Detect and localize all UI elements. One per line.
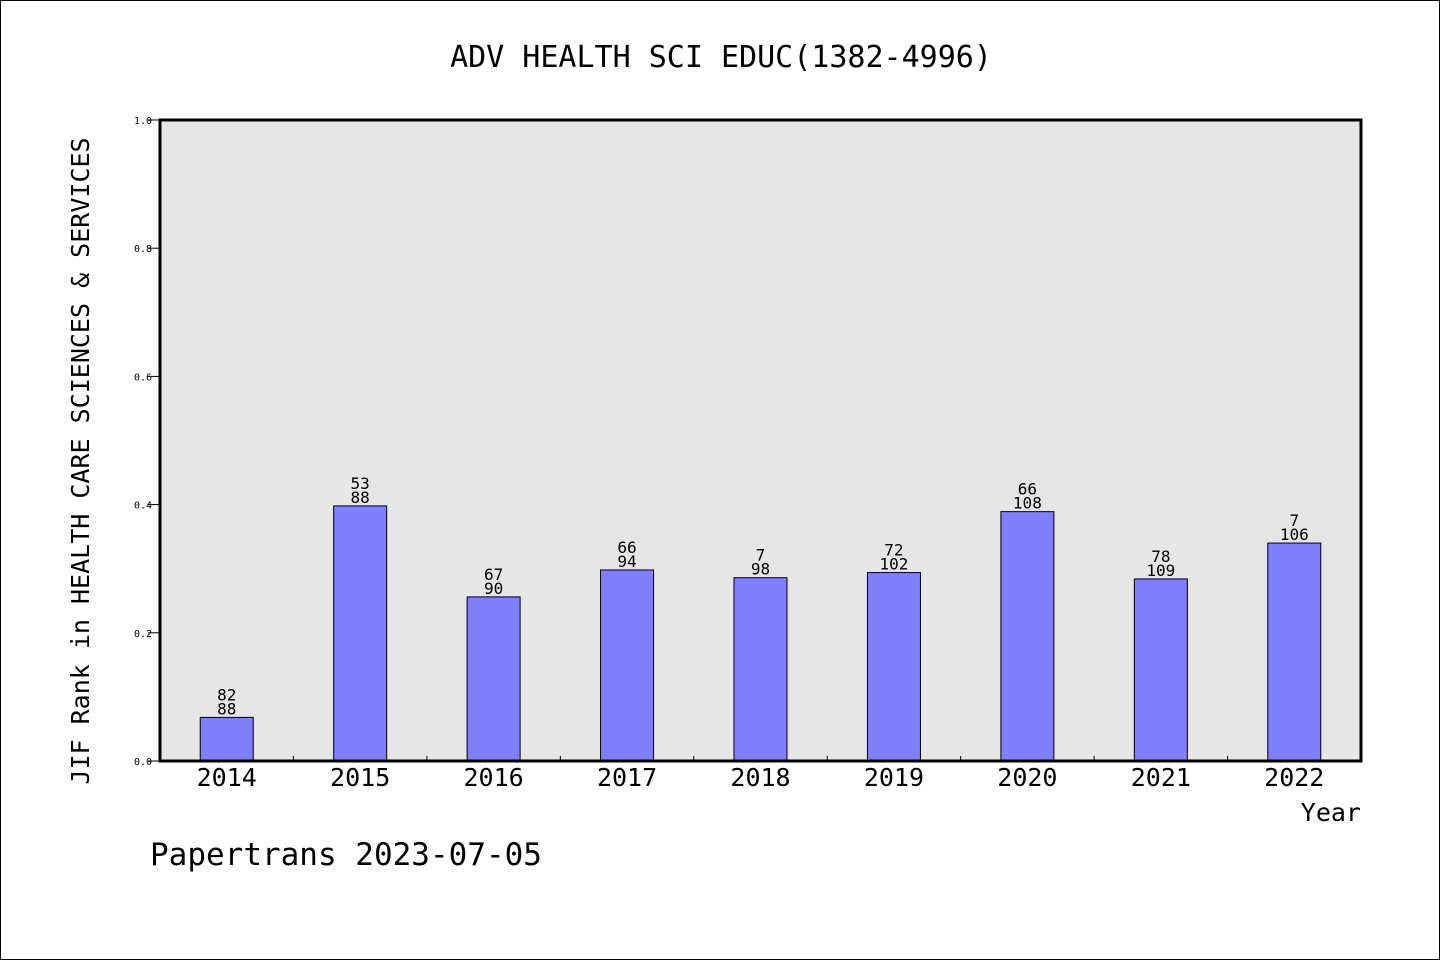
x-tick-label: 2022 <box>1264 763 1324 792</box>
bar-label-bottom: 94 <box>617 552 636 571</box>
bar-2022 <box>1267 542 1322 762</box>
chart-title: ADV HEALTH SCI EDUC(1382-4996) <box>450 40 992 75</box>
x-tick-label: 2015 <box>330 763 390 792</box>
y-tick-label: 0.4 <box>134 501 152 512</box>
y-tick-label: 0.0 <box>134 757 152 768</box>
y-tick-label: 0.8 <box>134 244 152 255</box>
bars <box>199 505 1322 762</box>
bar-label-bottom: 109 <box>1146 561 1175 580</box>
bar-label-bottom: 88 <box>217 699 236 718</box>
bar-2015 <box>333 505 388 762</box>
bar-label-bottom: 108 <box>1013 494 1042 513</box>
bar-2020 <box>1000 511 1055 762</box>
bar-label-bottom: 88 <box>351 488 370 507</box>
bar-label-top: 7 <box>1289 511 1299 530</box>
bar-2021 <box>1133 578 1188 762</box>
x-tick-label: 2017 <box>597 763 657 792</box>
footer-text: Papertrans 2023-07-05 <box>150 837 542 873</box>
x-tick-label: 2020 <box>997 763 1057 792</box>
bar-label-bottom: 90 <box>484 579 503 598</box>
y-tick-label: 0.2 <box>134 629 152 640</box>
bar-2019 <box>866 572 921 762</box>
x-axis-label: Year <box>1301 798 1361 827</box>
bar-2017 <box>600 569 655 762</box>
bar-2018 <box>733 577 788 762</box>
x-axis-ticks: 2014 2015 2016 2017 2018 2019 2020 2021 2022 <box>197 756 1324 792</box>
y-tick-label: 0.6 <box>134 372 152 383</box>
bar-label-bottom: 106 <box>1280 525 1309 544</box>
y-axis-label: JIF Rank in HEALTH CARE SCIENCES & SERVI… <box>66 137 95 784</box>
bar-label-top: 82 <box>217 685 236 704</box>
x-tick-label: 2018 <box>730 763 790 792</box>
bar-label-top: 66 <box>1018 480 1037 499</box>
x-tick-label: 2014 <box>197 763 257 792</box>
bar-label-top: 67 <box>484 565 503 584</box>
bar-label-bottom: 98 <box>751 560 770 579</box>
x-tick-label: 2016 <box>464 763 524 792</box>
bar-label-bottom: 102 <box>879 555 908 574</box>
plot-border <box>158 118 1363 763</box>
bar-2014 <box>199 716 254 762</box>
bar-label-top: 78 <box>1151 547 1170 566</box>
bar-label-top: 53 <box>351 474 370 493</box>
bar-label-top: 72 <box>884 541 903 560</box>
bar-label-top: 7 <box>756 546 766 565</box>
bar-label-top: 66 <box>617 538 636 557</box>
bar-2016 <box>466 596 521 762</box>
y-axis-ticks: 0.0 0.2 0.4 0.6 0.8 1.0 <box>134 116 160 768</box>
x-tick-label: 2021 <box>1131 763 1191 792</box>
y-tick-label: 1.0 <box>134 116 152 127</box>
x-tick-label: 2019 <box>864 763 924 792</box>
